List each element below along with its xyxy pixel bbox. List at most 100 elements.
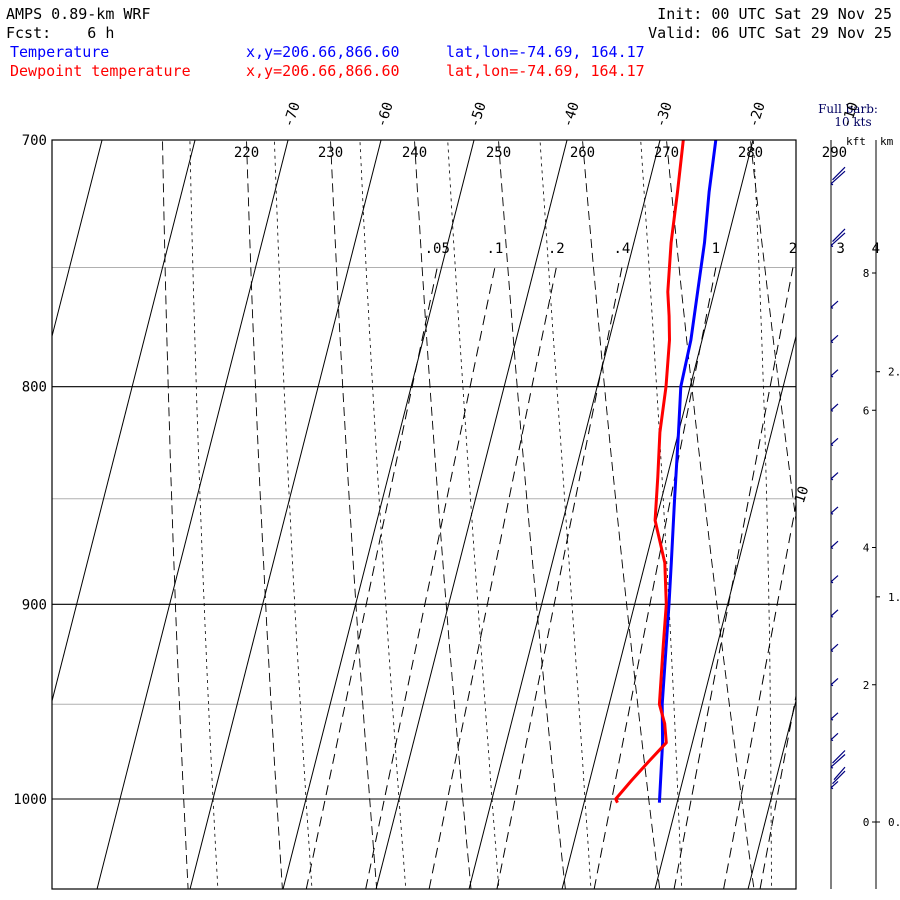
kft-tick-label: 0 [863, 816, 870, 829]
isotherm [747, 698, 796, 889]
barb-flag [830, 780, 839, 789]
barb-flag [832, 228, 846, 242]
legend-temperature-xy: x,y=206.66,866.60 [246, 43, 400, 61]
isotherm [0, 140, 9, 889]
moist-adiabat [640, 140, 683, 889]
wind-barb [830, 643, 839, 652]
mixing-ratio-line [813, 267, 900, 889]
km-tick-label: 2. [888, 366, 900, 379]
isentrope-label: 290 [822, 145, 847, 161]
barb-flag [830, 403, 839, 411]
temperature-tick-label: -70 [281, 100, 304, 129]
wind-barb [830, 750, 846, 769]
temperature-tick-label: -10 [839, 100, 862, 129]
isobars [52, 140, 796, 800]
kft-tick-label: 8 [863, 267, 870, 280]
temperature-tick-label: -60 [374, 100, 397, 129]
init-time: Init: 00 UTC Sat 29 Nov 25 [657, 5, 892, 23]
wind-barb [830, 732, 839, 742]
wind-barb [830, 369, 839, 378]
isotherm [282, 140, 475, 889]
wind-barb [830, 228, 846, 248]
reference-lines [52, 266, 796, 705]
isotherm [561, 140, 754, 889]
wind-barb-column: kft km 8 6 4 2 0 2. 1. 0. [830, 135, 900, 889]
barb-flag [830, 334, 839, 343]
legend-temperature-latlon: lat,lon=-74.69, 164.17 [446, 43, 645, 61]
isotherm [841, 140, 900, 889]
barb-flag [830, 506, 839, 514]
moist-adiabat [359, 140, 407, 889]
barb-flag [830, 540, 839, 548]
wind-barb [830, 506, 839, 515]
isentrope-label: 260 [570, 145, 595, 161]
mixing-ratio-label: .1 [486, 241, 503, 257]
isentrope-label: 220 [234, 145, 259, 161]
axis-labels: .05 .1 .2 .4 1 2 3 4 6 700 800 900 1000 -70 -60 -50 -40 -… [13, 100, 880, 808]
barb-flag [832, 770, 846, 785]
wind-barb [830, 437, 839, 447]
barb-flag [830, 678, 839, 686]
plot-frame [51, 139, 797, 890]
wind-barb [830, 678, 839, 687]
sounding-profiles [614, 140, 718, 804]
legend-dewpoint-xy: x,y=206.66,866.60 [246, 62, 400, 80]
isentrope-label: 250 [486, 145, 511, 161]
dry-adiabat [498, 140, 566, 889]
km-tick-label: 0. [888, 816, 900, 829]
dry-adiabat [831, 113, 900, 889]
mixing-ratio-line [365, 267, 496, 889]
mixing-ratio-line [496, 267, 623, 889]
mixing-ratio-line [305, 267, 438, 889]
dry-adiabats [162, 113, 900, 889]
kft-tick-label: 2 [863, 679, 870, 692]
barb-flag [830, 754, 846, 768]
barb-flag [830, 369, 839, 377]
dry-adiabat [162, 140, 189, 889]
km-tick-label: 1. [888, 591, 900, 604]
dry-adiabat [582, 140, 661, 889]
moist-adiabat [860, 86, 876, 900]
barb-flag [830, 732, 839, 741]
isotherm [189, 140, 382, 889]
barb-flag [832, 750, 846, 764]
moist-adiabat [752, 140, 772, 889]
kft-label: kft [846, 135, 866, 148]
isotherm [52, 140, 196, 703]
pressure-tick-label: 1000 [13, 792, 47, 808]
legend-dewpoint-latlon: lat,lon=-74.69, 164.17 [446, 62, 645, 80]
legend-temperature-name: Temperature [10, 43, 109, 61]
isentrope-label: 270 [654, 145, 679, 161]
kft-tick-label: 4 [863, 542, 870, 555]
isentrope-label: 280 [738, 145, 763, 161]
isotherm [96, 140, 289, 889]
isotherm [654, 334, 796, 889]
dewpoint-profile [614, 140, 685, 804]
dry-adiabat [414, 140, 472, 889]
wind-barb [830, 334, 839, 344]
mixing-ratio-lines [305, 267, 900, 889]
kft-tick-label: 6 [863, 404, 870, 417]
mixing-ratio-label: 2 [789, 241, 797, 257]
moist-adiabat [189, 140, 219, 889]
pressure-tick-label: 700 [22, 133, 47, 149]
barb-flag [830, 712, 839, 720]
temperature-tick-label: -40 [560, 100, 583, 129]
mixing-ratio-label: 3 [836, 241, 844, 257]
barb-flag [833, 766, 846, 781]
wind-barb [830, 540, 839, 550]
pressure-tick-label: 800 [22, 380, 47, 396]
barb-flag [830, 643, 839, 651]
wind-barb [830, 712, 839, 721]
mixing-ratio-line [593, 267, 717, 889]
pressure-tick-label: 900 [22, 597, 47, 613]
barb-key-line1: Full barb: [818, 102, 878, 116]
mixing-ratio-line [759, 693, 796, 889]
mixing-ratio-label: .4 [613, 241, 630, 257]
mixing-ratio-label: .2 [548, 241, 565, 257]
moist-adiabat [539, 140, 592, 889]
mixing-ratio-label: 1 [712, 241, 720, 257]
mixing-ratio-label: .05 [425, 241, 450, 257]
barb-flag [830, 575, 839, 583]
dry-adiabat [666, 140, 755, 889]
